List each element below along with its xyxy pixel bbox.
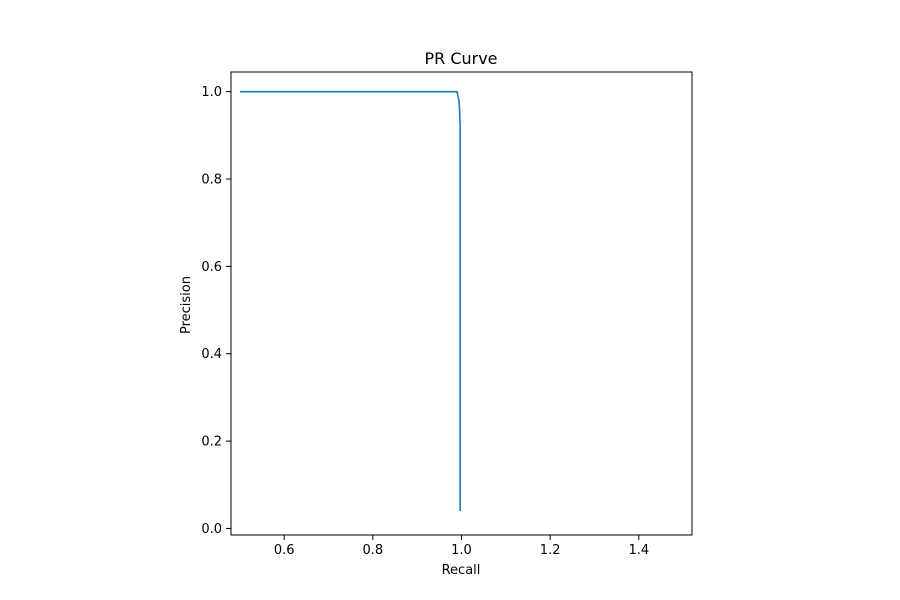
x-tick-label: 0.8 bbox=[363, 543, 384, 558]
x-tick-label: 1.0 bbox=[451, 543, 472, 558]
y-tick-label: 0.8 bbox=[201, 173, 222, 188]
plot-area: 0.6 0.8 1.0 1.2 1.4 0.0 0.2 0.4 0.6 0.8 1.0 bbox=[201, 71, 693, 558]
y-tick-label: 0.4 bbox=[201, 347, 222, 362]
y-tick-label: 0.0 bbox=[201, 522, 222, 537]
y-axis-label: Precision bbox=[179, 276, 194, 334]
chart-title: PR Curve bbox=[424, 49, 497, 68]
y-tick-label: 0.2 bbox=[201, 435, 222, 450]
y-tick-label: 1.0 bbox=[201, 85, 222, 100]
x-axis-label: Recall bbox=[442, 563, 481, 578]
x-tick-label: 1.2 bbox=[540, 543, 561, 558]
pr-curve-line bbox=[239, 90, 461, 511]
x-tick-label: 1.4 bbox=[628, 543, 649, 558]
y-tick-label: 0.6 bbox=[201, 260, 222, 275]
x-tick-label: 0.6 bbox=[274, 543, 295, 558]
